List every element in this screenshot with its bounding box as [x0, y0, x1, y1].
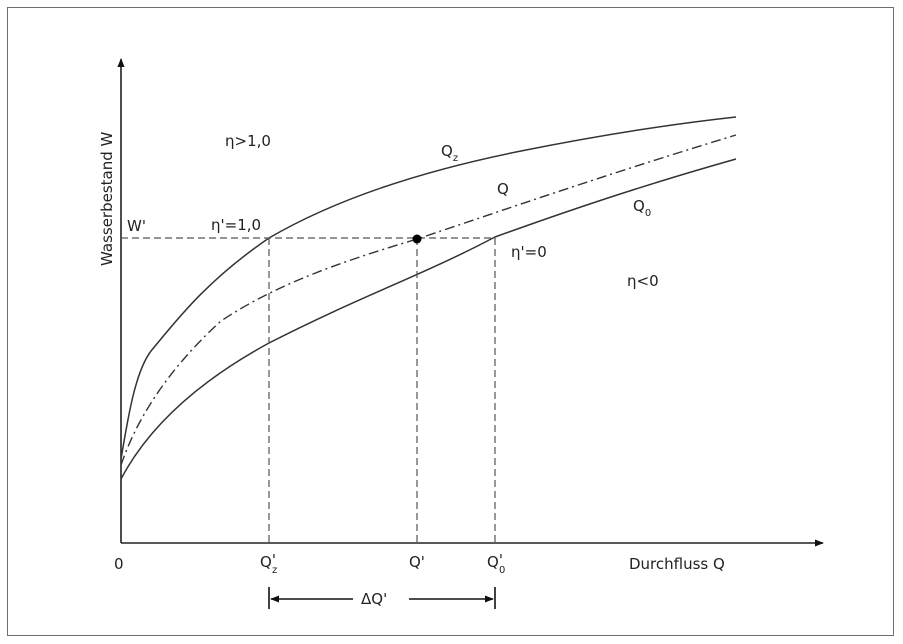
eta-prime-1-label: η'=1,0: [211, 216, 261, 234]
tick-q0-sub: 0: [499, 565, 505, 576]
curve-qz-base: Q: [441, 142, 453, 160]
curve-q0: [120, 158, 737, 480]
tick-qz-prime: Q' z: [260, 551, 277, 576]
eta-prime-0-label: η'=0: [511, 243, 547, 261]
region-eta-lt-0: η<0: [627, 272, 659, 290]
operating-point: [412, 234, 422, 244]
curve-qz-label: Qz: [441, 142, 458, 164]
w-prime-label: W': [127, 217, 146, 235]
region-eta-gt-1: η>1,0: [225, 132, 271, 150]
curve-q: [120, 134, 737, 466]
y-axis-label: Wasserbestand W: [98, 131, 116, 266]
curve-qz: [120, 116, 737, 460]
curve-q0-sub: 0: [645, 208, 651, 219]
tick-q0-mark: ': [499, 551, 503, 569]
delta-q-label: ΔQ': [361, 590, 387, 608]
tick-qz-mark: ': [272, 551, 276, 569]
curve-q-label: Q: [497, 180, 509, 198]
tick-q-prime: Q': [409, 553, 425, 571]
tick-q0-prime: Q' 0: [487, 551, 505, 576]
curve-qz-sub: z: [453, 153, 458, 164]
origin-label: 0: [114, 555, 124, 573]
tick-q0-base: Q: [487, 553, 499, 571]
rating-curve-diagram: Wasserbestand W Durchfluss Q 0 Qz Q Q0 η…: [98, 58, 824, 609]
curve-q0-base: Q: [633, 197, 645, 215]
figure-frame: Wasserbestand W Durchfluss Q 0 Qz Q Q0 η…: [7, 7, 894, 636]
curve-q0-label: Q0: [633, 197, 651, 219]
tick-qz-sub: z: [272, 565, 277, 576]
tick-qz-base: Q: [260, 553, 272, 571]
x-axis-label: Durchfluss Q: [629, 555, 725, 573]
